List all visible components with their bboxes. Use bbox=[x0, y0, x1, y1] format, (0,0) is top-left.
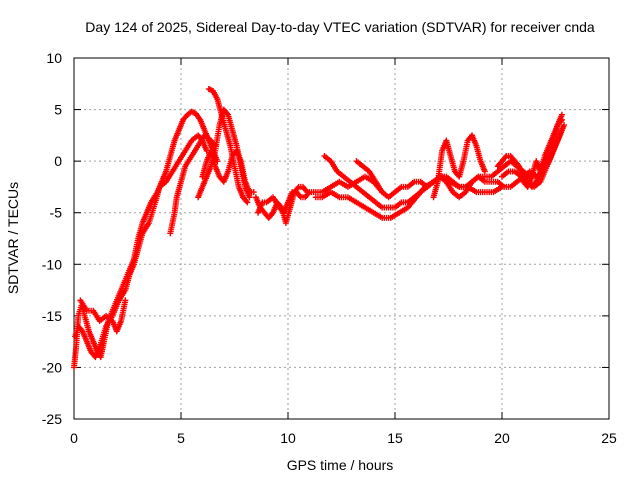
y-tick-label: -20 bbox=[42, 359, 62, 375]
grid bbox=[74, 58, 609, 419]
series-track-4 bbox=[167, 132, 219, 237]
y-tick-label: -15 bbox=[42, 308, 62, 324]
data-point bbox=[305, 190, 312, 197]
series-track-2 bbox=[72, 132, 210, 361]
y-tick-label: -10 bbox=[42, 256, 62, 272]
y-tick-label: 0 bbox=[54, 153, 62, 169]
x-tick-label: 20 bbox=[494, 430, 510, 446]
data-point bbox=[558, 111, 565, 118]
data-point bbox=[561, 122, 568, 129]
data-point bbox=[481, 168, 488, 175]
data-point bbox=[246, 194, 253, 201]
x-tick-label: 0 bbox=[70, 430, 78, 446]
x-axis-label: GPS time / hours bbox=[287, 457, 394, 473]
data-point bbox=[244, 199, 251, 206]
chart-title: Day 124 of 2025, Sidereal Day-to-day VTE… bbox=[85, 19, 595, 35]
data-point bbox=[545, 154, 552, 161]
plot-frame bbox=[73, 57, 610, 420]
x-tick-label: 10 bbox=[280, 430, 296, 446]
data-point bbox=[250, 189, 257, 196]
y-tick-label: 10 bbox=[46, 50, 62, 66]
data-point bbox=[122, 297, 129, 304]
series-track-7 bbox=[199, 147, 257, 196]
x-tick-label: 5 bbox=[177, 430, 185, 446]
x-tick-label: 15 bbox=[387, 430, 403, 446]
data-points bbox=[71, 85, 568, 371]
data-point bbox=[243, 198, 250, 205]
series-track-16 bbox=[494, 111, 565, 190]
data-point bbox=[296, 192, 303, 199]
axis-ticks bbox=[73, 57, 610, 420]
data-point bbox=[502, 154, 509, 161]
y-tick-label: -5 bbox=[50, 205, 63, 221]
series-track-6 bbox=[205, 85, 251, 206]
data-point bbox=[78, 327, 85, 334]
tick-labels: 0 5 10 15 20 25 -25 -20 -15 -10 -5 0 5 10 bbox=[42, 50, 617, 446]
y-tick-label: -25 bbox=[42, 411, 62, 427]
y-axis-label: SDTVAR / TECUs bbox=[5, 182, 21, 294]
data-point bbox=[224, 110, 231, 117]
data-point bbox=[268, 211, 275, 218]
data-point bbox=[294, 185, 301, 192]
x-tick-label: 25 bbox=[601, 430, 617, 446]
y-tick-label: 5 bbox=[54, 102, 62, 118]
series-track-3 bbox=[77, 297, 129, 335]
data-point bbox=[515, 162, 522, 169]
series-track-13 bbox=[430, 132, 488, 201]
